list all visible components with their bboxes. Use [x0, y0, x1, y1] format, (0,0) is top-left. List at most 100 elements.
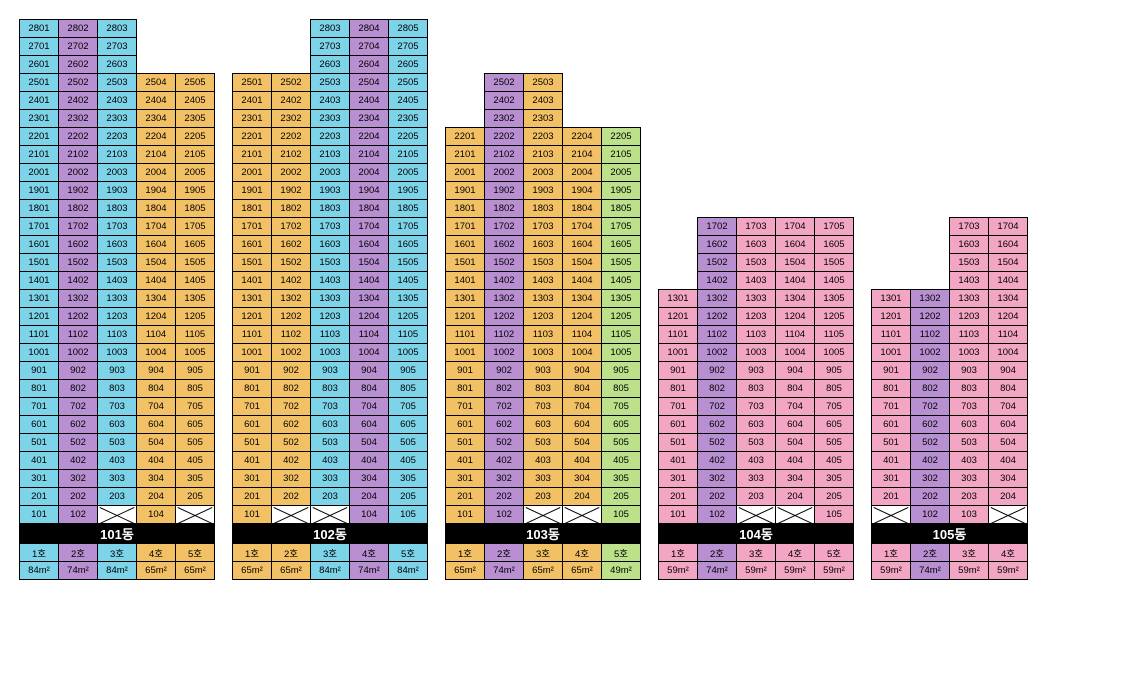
unit-cell: 1503 [97, 253, 137, 272]
floor-row: 901902903904905 [446, 362, 641, 380]
unit-cell: 501 [871, 433, 911, 452]
unit-cell: 402 [58, 451, 98, 470]
unit-cell: 405 [388, 451, 428, 470]
unit-cell: 803 [736, 379, 776, 398]
unit-cell: 2405 [388, 91, 428, 110]
floor-row: 260126022603 [20, 56, 215, 74]
unit-cell: 1403 [523, 271, 563, 290]
unit-cell: 804 [136, 379, 176, 398]
unit-cell: 404 [349, 451, 389, 470]
unit-cell: 604 [562, 415, 602, 434]
unit-cell: 701 [232, 397, 272, 416]
unit-cell: 1703 [949, 217, 989, 236]
unit-cell: 1801 [19, 199, 59, 218]
unit-cell [175, 505, 215, 524]
unit-cell: 702 [697, 397, 737, 416]
unit-cell: 605 [388, 415, 428, 434]
floor-row: 18011802180318041805 [20, 200, 215, 218]
floor-row: 20012002200320042005 [446, 164, 641, 182]
floor-row: 19011902190319041905 [20, 182, 215, 200]
unit-cell: 1605 [814, 235, 854, 254]
floor-row: 102103 [872, 506, 1028, 524]
unit-cell: 1401 [232, 271, 272, 290]
unit-cell: 805 [601, 379, 641, 398]
unit-cell: 2604 [349, 55, 389, 74]
unit-cell: 2804 [349, 19, 389, 38]
floor-row: 901902903904905 [20, 362, 215, 380]
unit-cell: 604 [349, 415, 389, 434]
unit-cell: 1201 [445, 307, 485, 326]
floor-row: 11011102110311041105 [446, 326, 641, 344]
legend-ho-row: 1호2호3호4호5호 [659, 544, 854, 562]
unit-cell: 904 [349, 361, 389, 380]
floor-row: 13011302130313041305 [233, 290, 428, 308]
legend-ho-row: 1호2호3호4호5호 [233, 544, 428, 562]
unit-cell: 1005 [388, 343, 428, 362]
unit-cell: 1601 [19, 235, 59, 254]
unit-cell: 1702 [58, 217, 98, 236]
unit-cell: 2103 [523, 145, 563, 164]
floor-row: 1602160316041605 [659, 236, 854, 254]
floor-row: 23022303 [446, 110, 641, 128]
unit-cell: 1703 [523, 217, 563, 236]
unit-cell: 604 [988, 415, 1028, 434]
unit-cell: 401 [19, 451, 59, 470]
unit-cell: 1105 [601, 325, 641, 344]
unit-cell: 802 [484, 379, 524, 398]
unit-cell: 701 [658, 397, 698, 416]
floor-row: 17011702170317041705 [233, 218, 428, 236]
unit-cell: 1303 [310, 289, 350, 308]
unit-cell: 2701 [19, 37, 59, 56]
unit-cell: 2402 [58, 91, 98, 110]
floor-row: 11011102110311041105 [233, 326, 428, 344]
floor-row: 17031704 [872, 218, 1028, 236]
unit-cell: 2801 [19, 19, 59, 38]
unit-cell: 203 [97, 487, 137, 506]
floor-row: 601602603604 [872, 416, 1028, 434]
unit-cell [736, 505, 776, 524]
unit-cell: 1303 [736, 289, 776, 308]
unit-cell: 1005 [175, 343, 215, 362]
unit-cell: 2802 [58, 19, 98, 38]
unit-cell: 503 [310, 433, 350, 452]
unit-cell: 1705 [175, 217, 215, 236]
unit-cell: 602 [58, 415, 98, 434]
legend-ho-cell: 1호 [871, 543, 911, 562]
unit-cell: 404 [988, 451, 1028, 470]
unit-cell: 1105 [814, 325, 854, 344]
unit-cell: 2503 [310, 73, 350, 92]
unit-cell: 802 [697, 379, 737, 398]
unit-cell: 601 [871, 415, 911, 434]
floor-row: 401402403404405 [659, 452, 854, 470]
unit-cell: 101 [19, 505, 59, 524]
unit-cell: 2504 [136, 73, 176, 92]
unit-cell: 401 [658, 451, 698, 470]
unit-cell: 201 [658, 487, 698, 506]
unit-cell: 1001 [445, 343, 485, 362]
unit-cell: 603 [310, 415, 350, 434]
unit-cell: 102 [697, 505, 737, 524]
unit-cell: 402 [271, 451, 311, 470]
floor-row: 280328042805 [233, 20, 428, 38]
unit-cell: 1604 [349, 235, 389, 254]
unit-cell: 1505 [601, 253, 641, 272]
unit-cell: 304 [349, 469, 389, 488]
unit-cell: 1004 [562, 343, 602, 362]
unit-cell: 2201 [19, 127, 59, 146]
unit-cell: 505 [175, 433, 215, 452]
floor-row: 16011602160316041605 [446, 236, 641, 254]
unit-cell: 703 [949, 397, 989, 416]
unit-cell: 101 [658, 505, 698, 524]
floor-row: 1502150315041505 [659, 254, 854, 272]
unit-cell: 704 [136, 397, 176, 416]
unit-cell: 301 [19, 469, 59, 488]
floor-row: 1301130213031304 [872, 290, 1028, 308]
unit-cell: 2205 [175, 127, 215, 146]
floor-row: 801802803804805 [233, 380, 428, 398]
unit-cell: 1403 [97, 271, 137, 290]
legend-ho-cell: 2호 [697, 543, 737, 562]
unit-cell: 1102 [271, 325, 311, 344]
unit-cell: 1803 [523, 199, 563, 218]
floor-row: 260326042605 [233, 56, 428, 74]
floor-row: 101102105 [659, 506, 854, 524]
